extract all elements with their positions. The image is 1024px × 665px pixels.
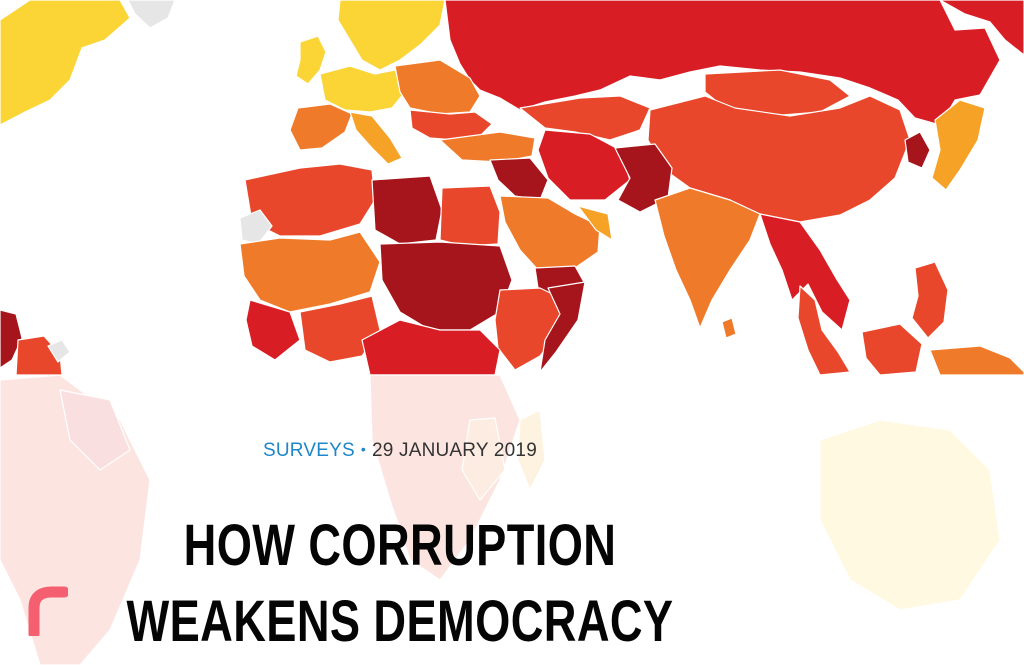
publish-date: 29 JANUARY 2019 [372, 440, 537, 461]
title-overlay [0, 375, 1024, 665]
meta-separator: • [360, 441, 366, 457]
brand-curve-icon [28, 586, 68, 636]
category-link[interactable]: SURVEYS [263, 440, 355, 461]
article-title: HOW CORRUPTION WEAKENS DEMOCRACY [126, 513, 674, 654]
article-meta: SURVEYS • 29 JANUARY 2019 [0, 440, 800, 462]
